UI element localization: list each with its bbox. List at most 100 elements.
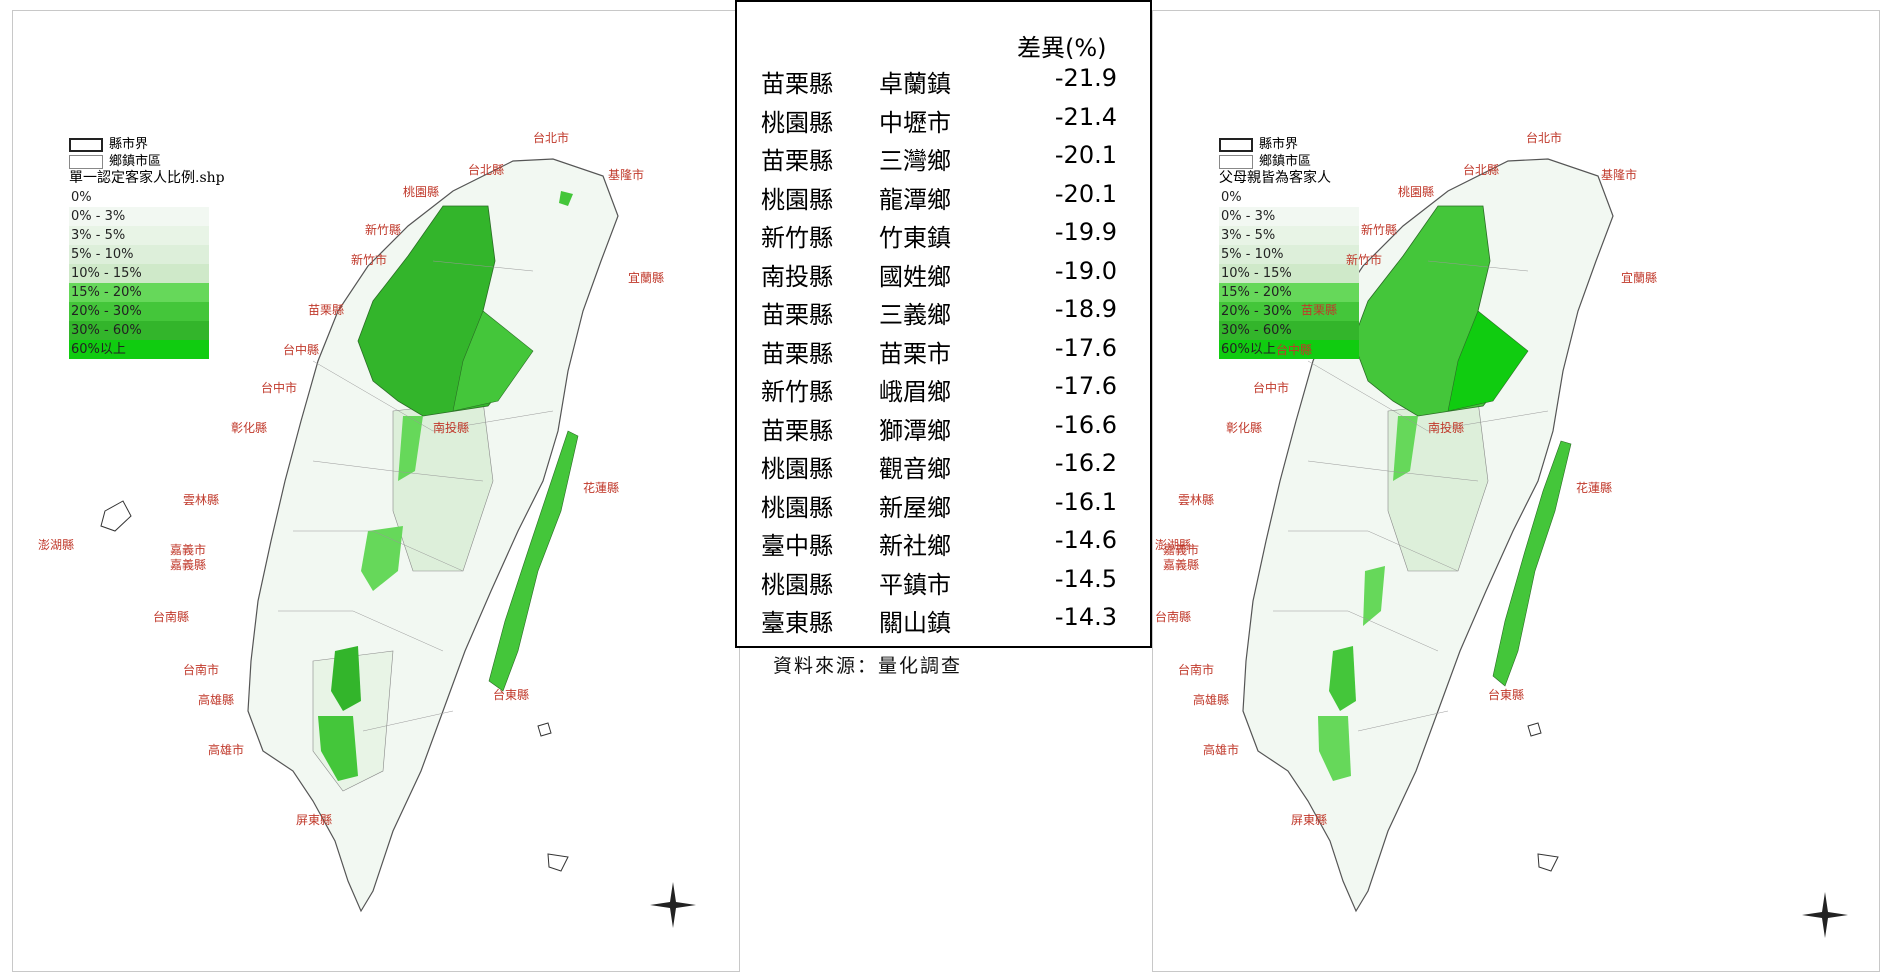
place-label: 嘉義市 (1163, 543, 1200, 557)
place-label: 宜蘭縣 (628, 271, 665, 285)
place-label: 台南縣 (153, 610, 190, 624)
table-cell-town: 關山鎮 (879, 609, 951, 637)
place-label: 台中縣 (1276, 343, 1313, 357)
table-cell-town: 龍潭鄉 (879, 185, 951, 214)
table-header-diff: 差異(%) (1017, 34, 1107, 62)
legend-title: 父母親皆為客家人 (1219, 170, 1331, 186)
table-row: 苗栗縣 苗栗市 -17.6 (761, 334, 1141, 372)
zone-chiayi-strip (361, 526, 403, 591)
table-cell-diff: -20.1 (1054, 179, 1117, 208)
zone-miaoli-east (452, 310, 534, 412)
place-label: 苗栗縣 (308, 303, 345, 317)
table-cell-town: 獅潭鄉 (879, 416, 951, 445)
table-cell-town: 中壢市 (879, 108, 951, 137)
table-cell-diff: -19.9 (1054, 218, 1117, 246)
table-row: 桃園縣 新屋鄉 -16.1 (761, 488, 1141, 526)
legend-township-boundary: 鄉鎮市區 (69, 153, 225, 170)
table-cell-diff: -21.4 (1054, 102, 1117, 131)
table-row: 苗栗縣 三義鄉 -18.9 (761, 295, 1141, 333)
table-cell-county: 臺中縣 (761, 532, 833, 560)
legend-county-label: 縣市界 (109, 137, 149, 152)
place-label: 新竹市 (351, 253, 388, 267)
legend-county-boundary: 縣市界 (1219, 136, 1359, 153)
place-label: 彰化縣 (1226, 421, 1263, 435)
zone-nantou-strip (398, 416, 423, 481)
table-cell-diff: -14.5 (1054, 564, 1117, 593)
place-label: 桃園縣 (403, 185, 440, 199)
legend-class-label: 10% - 15% (1219, 264, 1359, 283)
zone-pingtung-hakka (1318, 716, 1351, 781)
table-row: 桃園縣 龍潭鄉 -20.1 (761, 180, 1141, 218)
place-label: 屏東縣 (296, 813, 333, 827)
place-label: 高雄縣 (198, 693, 235, 707)
table-cell-diff: -14.6 (1054, 526, 1117, 554)
legend-class-3: 5% - 10% (1219, 245, 1359, 264)
table-row: 臺中縣 新社鄉 -14.6 (761, 526, 1141, 564)
place-label: 高雄縣 (1193, 693, 1230, 707)
place-label: 花蓮縣 (583, 481, 620, 495)
place-label: 台北縣 (468, 163, 505, 177)
place-label: 台南縣 (1155, 610, 1192, 624)
zone-keelung-small (559, 191, 573, 206)
zone-east-rift (488, 430, 579, 692)
legend-township-boundary: 鄉鎮市區 (1219, 153, 1359, 170)
left-map-panel: 縣市界 鄉鎮市區 單一認定客家人比例.shp 0% 0% - 3% 3% - 5% 5… (12, 10, 740, 972)
legend-class-label: 60%以上 (69, 340, 209, 359)
table-cell-county: 苗栗縣 (761, 301, 833, 329)
zone-pingtung-hakka (318, 716, 358, 781)
table-cell-town: 國姓鄉 (879, 262, 951, 291)
legend-class-0: 0% (1219, 188, 1359, 207)
place-label: 台南市 (1178, 663, 1215, 677)
township-boundary-swatch (1219, 154, 1253, 169)
township-boundary-swatch (69, 154, 103, 169)
table-cell-diff: -16.6 (1054, 410, 1117, 439)
legend-class-8: 60%以上 (69, 340, 225, 359)
legend-class-label: 5% - 10% (69, 245, 209, 264)
legend-class-2: 3% - 5% (1219, 226, 1359, 245)
legend-classes: 0% 0% - 3% 3% - 5% 5% - 10% 10% - 15% 15% - 2… (1219, 188, 1359, 359)
place-label: 台北市 (533, 131, 570, 145)
table-row: 南投縣 國姓鄉 -19.0 (761, 257, 1141, 295)
orchid-island (1537, 853, 1559, 872)
legend-class-5: 15% - 20% (69, 283, 225, 302)
table-cell-county: 新竹縣 (761, 378, 833, 406)
table-cell-county: 苗栗縣 (761, 339, 833, 368)
legend-class-7: 30% - 60% (69, 321, 225, 340)
legend-class-label: 0% (1219, 188, 1359, 207)
township-lines (1273, 260, 1549, 732)
legend-class-7: 30% - 60% (1219, 321, 1359, 340)
legend-class-label: 5% - 10% (1219, 245, 1359, 264)
place-label: 嘉義縣 (170, 558, 207, 572)
place-label: 南投縣 (1428, 421, 1465, 435)
legend-class-4: 10% - 15% (69, 264, 225, 283)
table-cell-town: 觀音鄉 (879, 455, 951, 483)
orchid-island (547, 853, 569, 872)
table-cell-county: 南投縣 (761, 262, 833, 291)
place-label: 澎湖縣 (38, 538, 75, 552)
table-cell-diff: -19.0 (1054, 256, 1117, 285)
place-label: 屏東縣 (1291, 813, 1328, 827)
table-cell-diff: -17.6 (1054, 372, 1117, 400)
legend-class-label: 0% (69, 188, 209, 207)
table-cell-diff: -14.3 (1054, 603, 1117, 631)
place-label: 澎湖縣 (1155, 538, 1192, 552)
place-label: 苗栗縣 (1301, 303, 1338, 317)
data-source-note: 資料來源：量化調查 (773, 655, 963, 677)
table-cell-town: 峨眉鄉 (879, 378, 951, 406)
table-cell-town: 新社鄉 (879, 532, 951, 560)
table-cell-town: 平鎮市 (879, 570, 951, 599)
place-label: 嘉義市 (170, 543, 207, 557)
legend-class-label: 20% - 30% (69, 302, 209, 321)
township-lines (278, 260, 554, 732)
legend-title: 單一認定客家人比例.shp (69, 170, 225, 186)
legend-class-3: 5% - 10% (69, 245, 225, 264)
legend-class-label: 3% - 5% (69, 226, 209, 245)
table-row: 苗栗縣 卓蘭鎮 -21.9 (761, 64, 1141, 102)
place-label: 高雄市 (1203, 743, 1240, 757)
place-label: 台中市 (1253, 381, 1290, 395)
place-label: 台北縣 (1463, 163, 1500, 177)
table-cell-county: 苗栗縣 (761, 147, 833, 175)
legend-class-label: 0% - 3% (69, 207, 209, 226)
legend-class-label: 15% - 20% (1219, 283, 1359, 302)
right-map-panel: 縣市界 鄉鎮市區 父母親皆為客家人 0% 0% - 3% 3% - 5% 5% - 1… (1152, 10, 1880, 972)
